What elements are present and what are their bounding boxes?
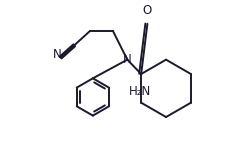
Text: N: N	[53, 48, 62, 61]
Text: H₂N: H₂N	[129, 85, 151, 98]
Text: O: O	[143, 4, 152, 17]
Text: N: N	[123, 53, 132, 66]
